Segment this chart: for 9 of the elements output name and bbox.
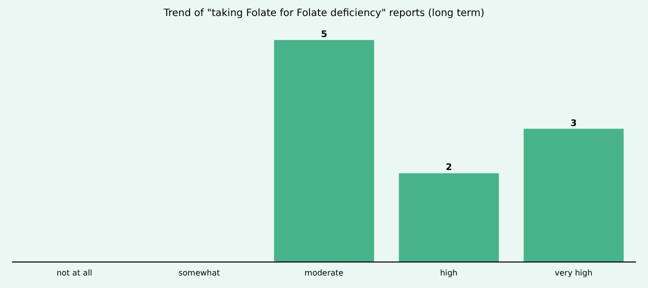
chart-title: Trend of "taking Folate for Folate deficiency" reports (long term) bbox=[162, 8, 486, 19]
x-tick-label: not at all bbox=[56, 268, 92, 278]
x-tick-label: very high bbox=[554, 268, 592, 278]
data-label: 2 bbox=[446, 163, 452, 174]
data-label: 3 bbox=[570, 118, 577, 129]
data-label: 5 bbox=[320, 30, 328, 40]
x-tick-label: high bbox=[440, 268, 458, 278]
x-tick-label: somewhat bbox=[178, 268, 220, 278]
x-tick-label: moderate bbox=[304, 268, 344, 278]
